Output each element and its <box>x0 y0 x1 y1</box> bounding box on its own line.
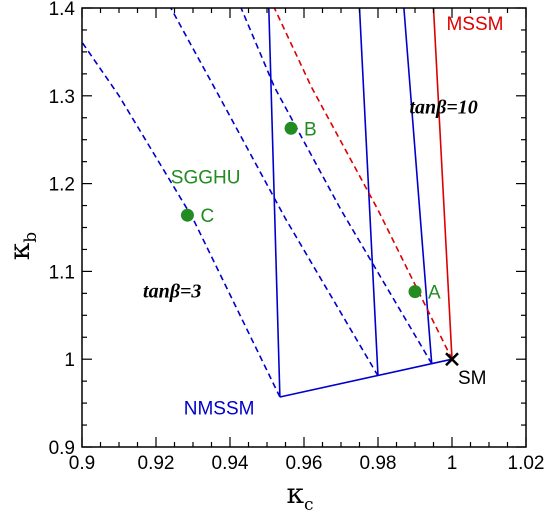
x-tick-label: 0.98 <box>360 453 397 474</box>
point-label-b: B <box>304 119 317 140</box>
curves-layer <box>82 8 453 398</box>
y-tick-label: 1.3 <box>49 87 75 108</box>
sm-label: SM <box>458 368 487 389</box>
y-tick-label: 1.4 <box>49 0 76 20</box>
annotation-0: MSSM <box>446 14 503 35</box>
x-tick-label: 0.9 <box>69 453 95 474</box>
y-axis-label: κb <box>3 232 41 261</box>
tick-labels-layer: 0.9 0.92 0.94 0.96 0.98 1 1.02 0.9 1 1.1 1.2 1.3 1.4 <box>49 0 545 474</box>
sgghu-dashed-line-6 <box>82 41 281 398</box>
mssm-solid-line-4 <box>432 8 453 360</box>
annotation-3: tanβ=3 <box>143 281 201 303</box>
point-c <box>180 208 194 222</box>
annotation-2: SGGHU <box>171 168 241 189</box>
points-layer: A B C SM <box>180 119 487 389</box>
x-tick-label: 0.92 <box>138 453 175 474</box>
sm-marker <box>445 352 459 367</box>
nmssm-solid-line-1 <box>268 8 281 398</box>
point-label-c: C <box>200 206 214 227</box>
point-b <box>284 121 298 135</box>
nmssm-solid-line-3 <box>403 8 433 364</box>
point-a <box>408 285 422 299</box>
x-tick-label: 1.02 <box>508 453 545 474</box>
y-tick-label: 1.2 <box>49 175 75 196</box>
ticks-layer <box>81 7 527 448</box>
x-tick-label: 0.96 <box>286 453 323 474</box>
sgghu-dashed-line-7 <box>170 8 379 377</box>
mssm-dashed-line-5 <box>273 8 453 360</box>
annotation-4: NMSSM <box>184 399 255 420</box>
annotation-1: tanβ=10 <box>409 96 477 118</box>
point-label-a: A <box>428 283 441 304</box>
x-tick-label: 0.94 <box>212 453 249 474</box>
y-tick-label: 0.9 <box>49 438 75 459</box>
nmssm-solid-line-0 <box>279 358 453 398</box>
x-axis-label: κc <box>286 477 313 512</box>
x-tick-label: 1 <box>447 453 458 474</box>
annotations-layer: MSSM tanβ=10 SGGHU tanβ=3 NMSSM <box>143 14 503 420</box>
y-tick-label: 1.1 <box>49 262 75 283</box>
nmssm-solid-line-2 <box>358 8 379 376</box>
y-tick-label: 1 <box>64 350 75 371</box>
sgghu-dashed-line-8 <box>240 8 433 365</box>
